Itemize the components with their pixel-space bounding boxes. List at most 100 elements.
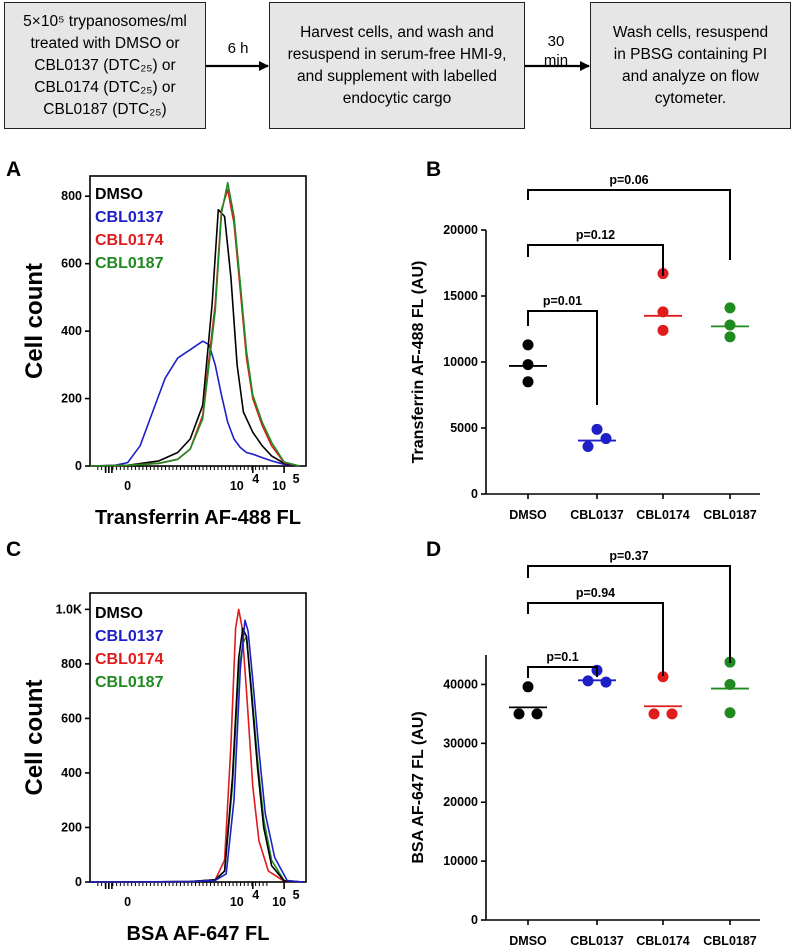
- y-axis-title: Cell count: [21, 263, 48, 379]
- y-tick-label: 5000: [450, 421, 478, 435]
- x-tick-label: 10: [230, 895, 244, 909]
- flow-step-3-line: in PBSG containing PI: [613, 45, 768, 63]
- data-point-dmso: [513, 708, 525, 720]
- data-point-cbl0137: [600, 433, 612, 445]
- legend-entry-cbl0187: CBL0187: [95, 255, 164, 272]
- y-axis-title: BSA AF-647 FL (AU): [410, 711, 427, 863]
- flow-step-1-line: CBL0174 (DTC₂₅) or: [34, 78, 176, 96]
- y-tick-label: 20000: [443, 795, 478, 809]
- y-tick-label: 0: [75, 459, 82, 473]
- x-tick-label-dmso: DMSO: [509, 508, 547, 522]
- significance-bracket: [527, 666, 598, 678]
- y-axis-title: Cell count: [21, 679, 48, 795]
- arrow-1-label: 6 h: [227, 40, 249, 57]
- legend-entry-cbl0137: CBL0137: [95, 628, 164, 645]
- y-tick-label: 800: [61, 657, 82, 671]
- flow-step-2-line: and supplement with labelled: [297, 67, 497, 85]
- histogram-curve-cbl0137: [89, 340, 300, 467]
- p-value-label: p=0.94: [576, 586, 615, 600]
- x-tick-label-dmso: DMSO: [509, 934, 547, 946]
- histogram-curve-cbl0187: [89, 181, 300, 467]
- significance-bracket: [527, 565, 731, 663]
- data-point-cbl0137: [591, 423, 603, 435]
- data-point-dmso: [522, 376, 534, 388]
- y-tick-label: 30000: [443, 736, 478, 750]
- flow-step-2-line: endocytic cargo: [342, 89, 452, 107]
- x-tick-label-cbl0187: CBL0187: [703, 508, 757, 522]
- panel-b-dotplot: 0 5000 10000 15000 20000 DMSO CBL0137 CBL0174 CB…: [410, 173, 760, 522]
- data-point-cbl0187: [724, 331, 736, 343]
- significance-bracket: [527, 310, 598, 405]
- plot-frame: [89, 592, 307, 883]
- flow-step-1-line: 5×10⁵ trypanosomes/ml: [23, 12, 187, 30]
- flow-step-3: Wash cells, resuspend in PBSG containing …: [590, 2, 791, 129]
- data-point-cbl0174: [648, 708, 660, 720]
- y-tick-label: 10000: [443, 854, 478, 868]
- flow-step-1-line: CBL0137 (DTC₂₅) or: [34, 56, 176, 74]
- p-value-label: p=0.12: [576, 228, 615, 242]
- y-tick-label: 0: [75, 875, 82, 889]
- flow-step-1-line: CBL0187 (DTC₂₅): [43, 100, 167, 118]
- y-axis-title: Transferrin AF-488 FL (AU): [410, 261, 427, 464]
- data-point-cbl0137: [582, 675, 594, 687]
- x-tick-label-exponent: 4: [252, 888, 259, 902]
- y-tick-label: 600: [61, 257, 82, 271]
- y-tick-label: 600: [61, 711, 82, 725]
- flow-step-2: Harvest cells, and wash and resuspend in …: [269, 2, 525, 129]
- data-point-dmso: [522, 359, 534, 371]
- flow-step-3-line: and analyze on flow: [621, 67, 759, 85]
- data-point-dmso: [522, 339, 534, 351]
- y-tick-label: 1.0K: [56, 602, 82, 616]
- histogram-curve-dmso: [89, 208, 300, 467]
- significance-bracket: [527, 189, 731, 260]
- x-tick-label: 0: [124, 479, 131, 493]
- legend-entry-dmso: DMSO: [95, 186, 143, 203]
- x-tick-label: 10: [230, 479, 244, 493]
- data-point-dmso: [522, 681, 534, 693]
- x-tick-label-cbl0174: CBL0174: [636, 934, 690, 946]
- p-value-label: p=0.1: [546, 650, 578, 664]
- y-tick-label: 10000: [443, 355, 478, 369]
- x-tick-label-cbl0137: CBL0137: [570, 934, 624, 946]
- flow-step-2-line: resuspend in serum-free HMI-9,: [287, 45, 507, 63]
- y-tick-label: 400: [61, 766, 82, 780]
- x-tick-label: 10: [272, 479, 286, 493]
- data-point-cbl0187: [724, 678, 736, 690]
- plot-frame: [89, 175, 307, 467]
- flow-step-2-text: Harvest cells, and wash and resuspend in …: [288, 22, 507, 110]
- p-value-label: p=0.06: [609, 173, 648, 187]
- data-point-cbl0187: [724, 707, 736, 719]
- panel-letter-a: A: [6, 158, 22, 181]
- x-tick-label-cbl0174: CBL0174: [636, 508, 690, 522]
- y-tick-label: 0: [471, 913, 478, 927]
- flow-step-1: 5×10⁵ trypanosomes/ml treated with DMSO o…: [4, 2, 206, 129]
- histogram-curve-cbl0137: [90, 619, 303, 883]
- panel-letter-d: D: [426, 538, 442, 561]
- panel-a-histogram: 0 200 400 600 800 0 10 4 10 5 DMSO CBL0137 CBL0174 CB…: [21, 175, 307, 529]
- data-point-cbl0174: [657, 324, 669, 336]
- y-tick-label: 20000: [443, 223, 478, 237]
- y-tick-label: 200: [61, 820, 82, 834]
- data-point-cbl0137: [600, 676, 612, 688]
- x-tick-label-exponent: 5: [293, 888, 300, 902]
- data-point-cbl0174: [666, 708, 678, 720]
- y-tick-label: 800: [61, 189, 82, 203]
- flow-step-3-line: cytometer.: [654, 89, 727, 107]
- data-point-cbl0174: [657, 306, 669, 318]
- x-tick-label: 10: [272, 895, 286, 909]
- p-value-label: p=0.37: [609, 549, 648, 563]
- arrow-2-label: 30 min: [534, 32, 578, 70]
- x-tick-label: 0: [124, 895, 131, 909]
- arrow-2-label-line: min: [543, 52, 569, 69]
- data-point-cbl0187: [724, 319, 736, 331]
- x-axis-title: Transferrin AF-488 FL: [95, 507, 301, 529]
- x-axis-title: BSA AF-647 FL: [127, 923, 270, 945]
- data-point-cbl0137: [582, 440, 594, 452]
- x-tick-label-cbl0187: CBL0187: [703, 934, 757, 946]
- panel-d-dotplot: 0 10000 20000 30000 40000 DMSO CBL0137 CBL0174 C…: [410, 549, 760, 946]
- arrow-2-label-line: 30: [547, 33, 565, 50]
- data-point-cbl0187: [724, 302, 736, 314]
- panel-letter-b: B: [426, 158, 442, 181]
- flow-step-1-line: treated with DMSO or: [30, 34, 180, 52]
- significance-bracket: [527, 602, 664, 676]
